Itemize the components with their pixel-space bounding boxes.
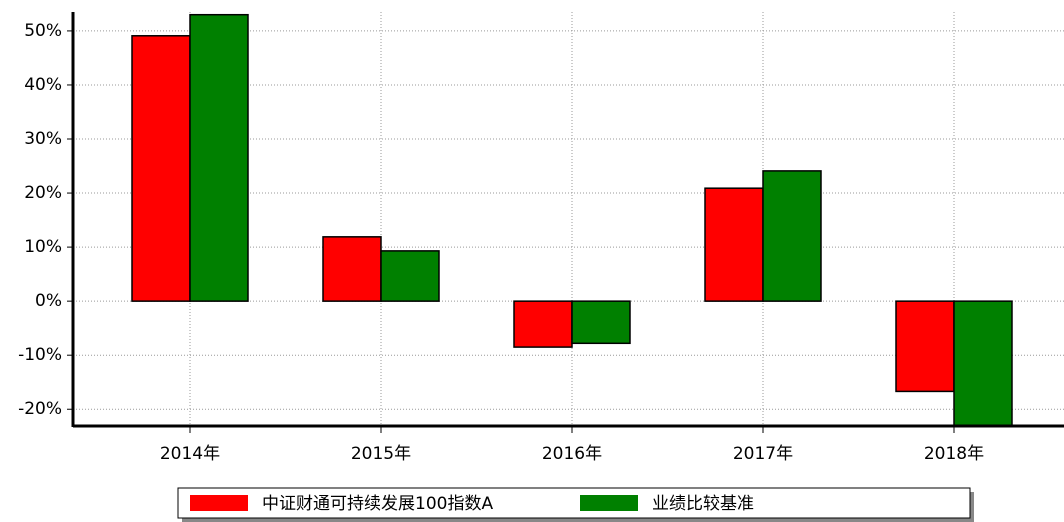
x-tick-label: 2015年 bbox=[351, 444, 411, 464]
bar bbox=[513, 300, 573, 348]
x-tick-label: 2014年 bbox=[160, 444, 220, 464]
y-tick-label: 20% bbox=[24, 183, 62, 203]
x-tick-label: 2017年 bbox=[733, 444, 793, 464]
y-tick-label: -10% bbox=[18, 345, 62, 365]
legend-label: 中证财通可持续发展100指数A bbox=[262, 494, 493, 514]
axes: -20% -10% 0% 10% 20% 30% 40% 50% 2014年 2015年 2016年… bbox=[18, 12, 1064, 464]
bar bbox=[189, 13, 249, 302]
legend-label: 业绩比较基准 bbox=[652, 494, 754, 514]
y-tick-label: 40% bbox=[24, 75, 62, 95]
bar bbox=[762, 170, 822, 302]
bar bbox=[704, 187, 764, 302]
bar bbox=[131, 35, 191, 302]
legend: 中证财通可持续发展100指数A 业绩比较基准 bbox=[190, 494, 754, 514]
x-tick-label: 2018年 bbox=[924, 444, 984, 464]
legend-box bbox=[177, 487, 971, 519]
y-tick-label: 10% bbox=[24, 237, 62, 257]
x-tick-label: 2016年 bbox=[542, 444, 602, 464]
legend-swatch bbox=[190, 495, 248, 511]
bar bbox=[380, 250, 440, 302]
y-tick-label: 30% bbox=[24, 129, 62, 149]
bar bbox=[322, 236, 382, 302]
bar bbox=[571, 300, 631, 345]
y-tick-label: 50% bbox=[24, 21, 62, 41]
bar bbox=[895, 300, 955, 393]
legend-swatch bbox=[580, 495, 638, 511]
y-tick-label: -20% bbox=[18, 399, 62, 419]
y-tick-label: 0% bbox=[35, 291, 62, 311]
bars bbox=[131, 13, 1013, 426]
bar bbox=[953, 300, 1013, 426]
